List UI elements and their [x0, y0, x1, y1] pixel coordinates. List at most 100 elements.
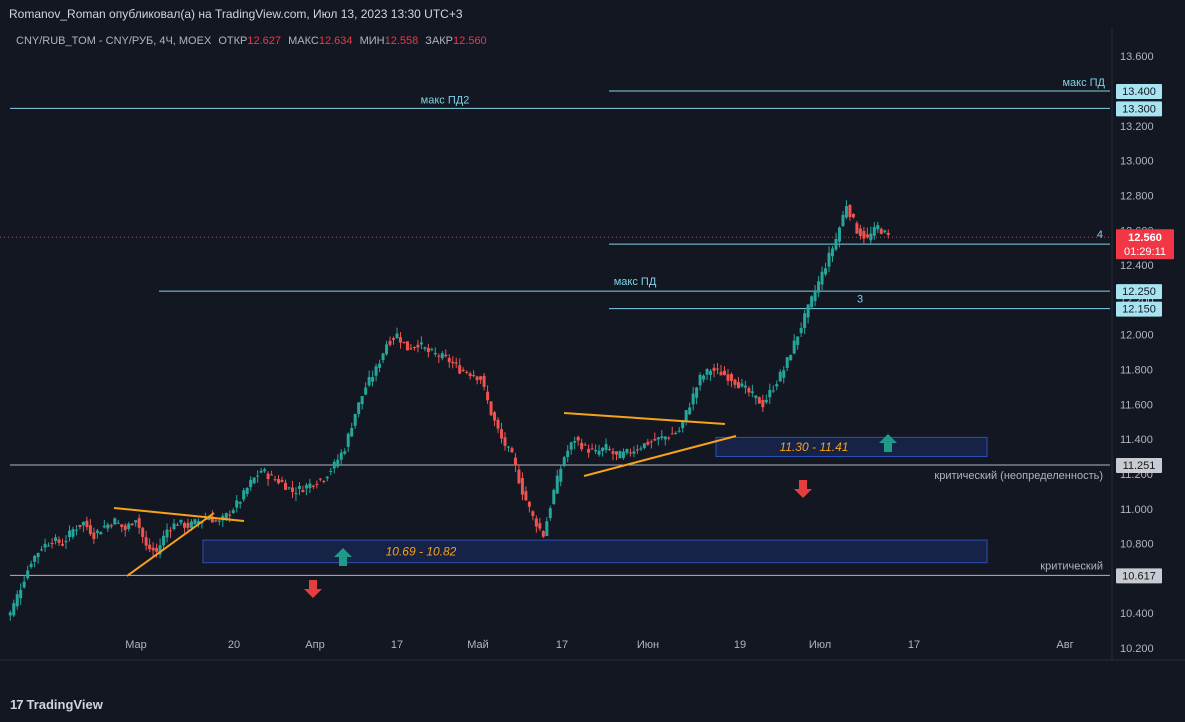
candle-body: [709, 370, 713, 375]
y-tick-label: 12.400: [1120, 260, 1154, 272]
candle-body: [228, 514, 232, 516]
candle-body: [263, 469, 267, 472]
down-arrow-icon: [304, 580, 322, 598]
y-tick-label: 13.000: [1120, 156, 1154, 168]
candle-body: [280, 480, 284, 482]
candle-body: [740, 383, 744, 387]
candle-body: [580, 442, 584, 450]
candle-body: [681, 420, 685, 429]
candle-body: [489, 401, 493, 416]
candle-body: [385, 344, 389, 355]
symbol-name[interactable]: CNY/RUB_TOM - CNY/РУБ, 4Ч, MOEX: [16, 35, 212, 47]
candle-body: [127, 523, 131, 529]
candle-body: [667, 437, 671, 439]
level-price-text: 13.400: [1122, 86, 1156, 98]
open-value: 12.627: [247, 35, 282, 47]
candle-body: [252, 477, 256, 484]
candle-body: [357, 402, 361, 414]
candle-body: [635, 449, 639, 451]
high-value: 12.634: [318, 35, 353, 47]
candle-body: [625, 449, 629, 453]
candle-body: [395, 333, 399, 339]
candle-body: [865, 234, 869, 238]
candle-body: [74, 529, 78, 531]
candle-body: [520, 477, 524, 495]
countdown-text: 01:29:11: [1124, 246, 1166, 258]
candle-body: [510, 448, 514, 453]
price-zone: [202, 539, 988, 564]
price-zone: [715, 436, 988, 458]
candle-body: [231, 510, 235, 514]
candle-body: [723, 370, 727, 376]
level-price-text: 11.251: [1123, 460, 1156, 472]
candle-body: [465, 371, 469, 374]
candle-body: [827, 252, 831, 267]
candle-body: [872, 226, 876, 236]
candle-body: [541, 531, 545, 537]
candle-body: [594, 449, 598, 452]
candle-body: [757, 397, 761, 404]
candle-body: [249, 479, 253, 488]
footer: 17 TradingView: [0, 688, 1185, 722]
candle-body: [182, 523, 186, 528]
candle-body: [238, 501, 242, 504]
y-tick-label: 11.400: [1120, 434, 1153, 446]
level-price-text: 13.300: [1122, 103, 1156, 115]
candle-body: [343, 451, 347, 454]
candle-body: [193, 519, 197, 525]
candle-body: [813, 291, 817, 302]
candle-body: [656, 437, 660, 440]
candle-body: [47, 545, 51, 547]
candle-body: [747, 388, 751, 393]
candle-body: [113, 518, 117, 525]
candle-body: [409, 348, 413, 350]
candle-body: [831, 248, 835, 257]
candle-body: [764, 399, 768, 403]
candle-body: [611, 451, 615, 454]
candle-body: [186, 522, 190, 528]
candle-body: [29, 563, 33, 568]
candle-body: [162, 535, 166, 546]
candle-body: [106, 524, 110, 529]
level-label: макс ПД: [614, 276, 657, 288]
candle-body: [684, 410, 688, 422]
down-arrow-icon: [794, 480, 812, 498]
candle-body: [803, 313, 807, 329]
candle-body: [649, 441, 653, 443]
candle-body: [883, 230, 887, 233]
candle-body: [374, 366, 378, 376]
candle-body: [702, 375, 706, 380]
candle-body: [482, 375, 486, 387]
candle-body: [155, 547, 159, 552]
candle-body: [792, 340, 796, 354]
candle-body: [590, 448, 594, 450]
trend-line: [126, 512, 215, 577]
trend-line: [583, 435, 737, 477]
candle-body: [628, 452, 632, 454]
y-tick-label: 13.600: [1120, 51, 1154, 63]
candle-body: [559, 468, 563, 482]
candle-body: [151, 547, 155, 551]
candle-body: [677, 430, 681, 432]
level-label: 4: [1097, 229, 1103, 241]
candle-body: [297, 485, 301, 489]
candle-body: [716, 368, 720, 370]
candle-body: [332, 461, 336, 469]
candle-body: [768, 390, 772, 398]
y-tick-label: 13.200: [1120, 121, 1154, 133]
candle-body: [604, 444, 608, 451]
x-tick-label: Апр: [305, 639, 324, 651]
level-price-text: 12.250: [1122, 286, 1156, 298]
candle-body: [653, 438, 657, 441]
candle-body: [754, 395, 758, 399]
candle-body: [85, 520, 89, 528]
candle-body: [430, 349, 434, 351]
candle-body: [461, 369, 465, 371]
candle-body: [496, 419, 500, 429]
candle-body: [472, 375, 476, 377]
candle-body: [290, 487, 294, 492]
candle-body: [169, 530, 173, 532]
tradingview-logo[interactable]: 17 TradingView: [10, 697, 103, 712]
price-chart[interactable]: 13.60013.40013.20013.00012.80012.60012.4…: [0, 28, 1185, 688]
candle-body: [733, 379, 737, 385]
